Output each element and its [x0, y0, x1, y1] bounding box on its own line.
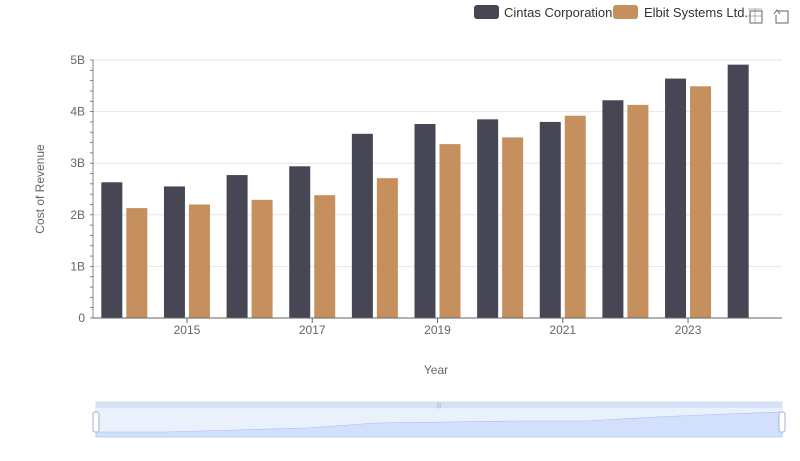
y-tick-label: 0	[78, 311, 85, 325]
bar-cintas-2022[interactable]	[602, 100, 624, 318]
legend-swatch-elbit[interactable]	[613, 5, 638, 19]
bar-cintas-2024[interactable]	[727, 64, 749, 318]
bar-elbit-2023[interactable]	[690, 86, 712, 318]
bars	[101, 64, 749, 319]
y-axis-title: Cost of Revenue	[33, 144, 47, 234]
bar-cintas-2021[interactable]	[539, 121, 561, 318]
x-tick-label: 2021	[549, 323, 576, 337]
x-tick-label: 2023	[675, 323, 702, 337]
bar-cintas-2023[interactable]	[665, 78, 687, 319]
bar-cintas-2014[interactable]	[101, 182, 123, 318]
x-tick-label: 2019	[424, 323, 451, 337]
y-tick-label: 5B	[70, 53, 85, 67]
data-zoom-slider[interactable]: |||	[92, 401, 786, 438]
slider-handle-left[interactable]	[92, 411, 100, 433]
y-tick-label: 2B	[70, 208, 85, 222]
bar-cintas-2018[interactable]	[351, 133, 373, 318]
slider-grip-icon[interactable]: |||	[437, 403, 442, 409]
x-axis: 2015 2017 2019 2021 2023	[93, 317, 782, 337]
y-tick-label: 4B	[70, 105, 85, 119]
bar-cintas-2020[interactable]	[477, 119, 499, 318]
bar-elbit-2019[interactable]	[439, 144, 461, 318]
slider-top-bar[interactable]	[96, 402, 782, 408]
legend-swatch-cintas[interactable]	[474, 5, 499, 19]
x-axis-title: Year	[424, 363, 448, 377]
zoom-reset-icon[interactable]	[773, 9, 789, 24]
bar-elbit-2017[interactable]	[314, 195, 336, 318]
bar-cintas-2017[interactable]	[289, 166, 311, 318]
bar-cintas-2019[interactable]	[414, 123, 436, 318]
bar-elbit-2021[interactable]	[564, 115, 586, 318]
x-tick-label: 2015	[174, 323, 201, 337]
bar-elbit-2016[interactable]	[251, 199, 273, 318]
slider-handle-right[interactable]	[778, 411, 786, 433]
zoom-select-icon[interactable]	[748, 8, 763, 24]
bar-cintas-2016[interactable]	[226, 175, 248, 318]
bar-elbit-2015[interactable]	[188, 204, 210, 318]
y-tick-label: 3B	[70, 156, 85, 170]
x-tick-label: 2017	[299, 323, 326, 337]
bar-elbit-2018[interactable]	[376, 178, 398, 318]
legend[interactable]: Cintas Corporation Elbit Systems Ltd.	[474, 5, 748, 20]
bar-cintas-2015[interactable]	[163, 186, 185, 318]
bar-elbit-2020[interactable]	[502, 137, 524, 318]
legend-label-cintas[interactable]: Cintas Corporation	[504, 5, 612, 20]
y-axis: 0 1B 2B 3B 4B 5B	[70, 53, 94, 325]
bar-elbit-2014[interactable]	[126, 208, 148, 318]
y-tick-label: 1B	[70, 259, 85, 273]
slider-preview-area	[95, 411, 783, 438]
bar-elbit-2022[interactable]	[627, 104, 649, 318]
legend-label-elbit[interactable]: Elbit Systems Ltd.	[644, 5, 748, 20]
